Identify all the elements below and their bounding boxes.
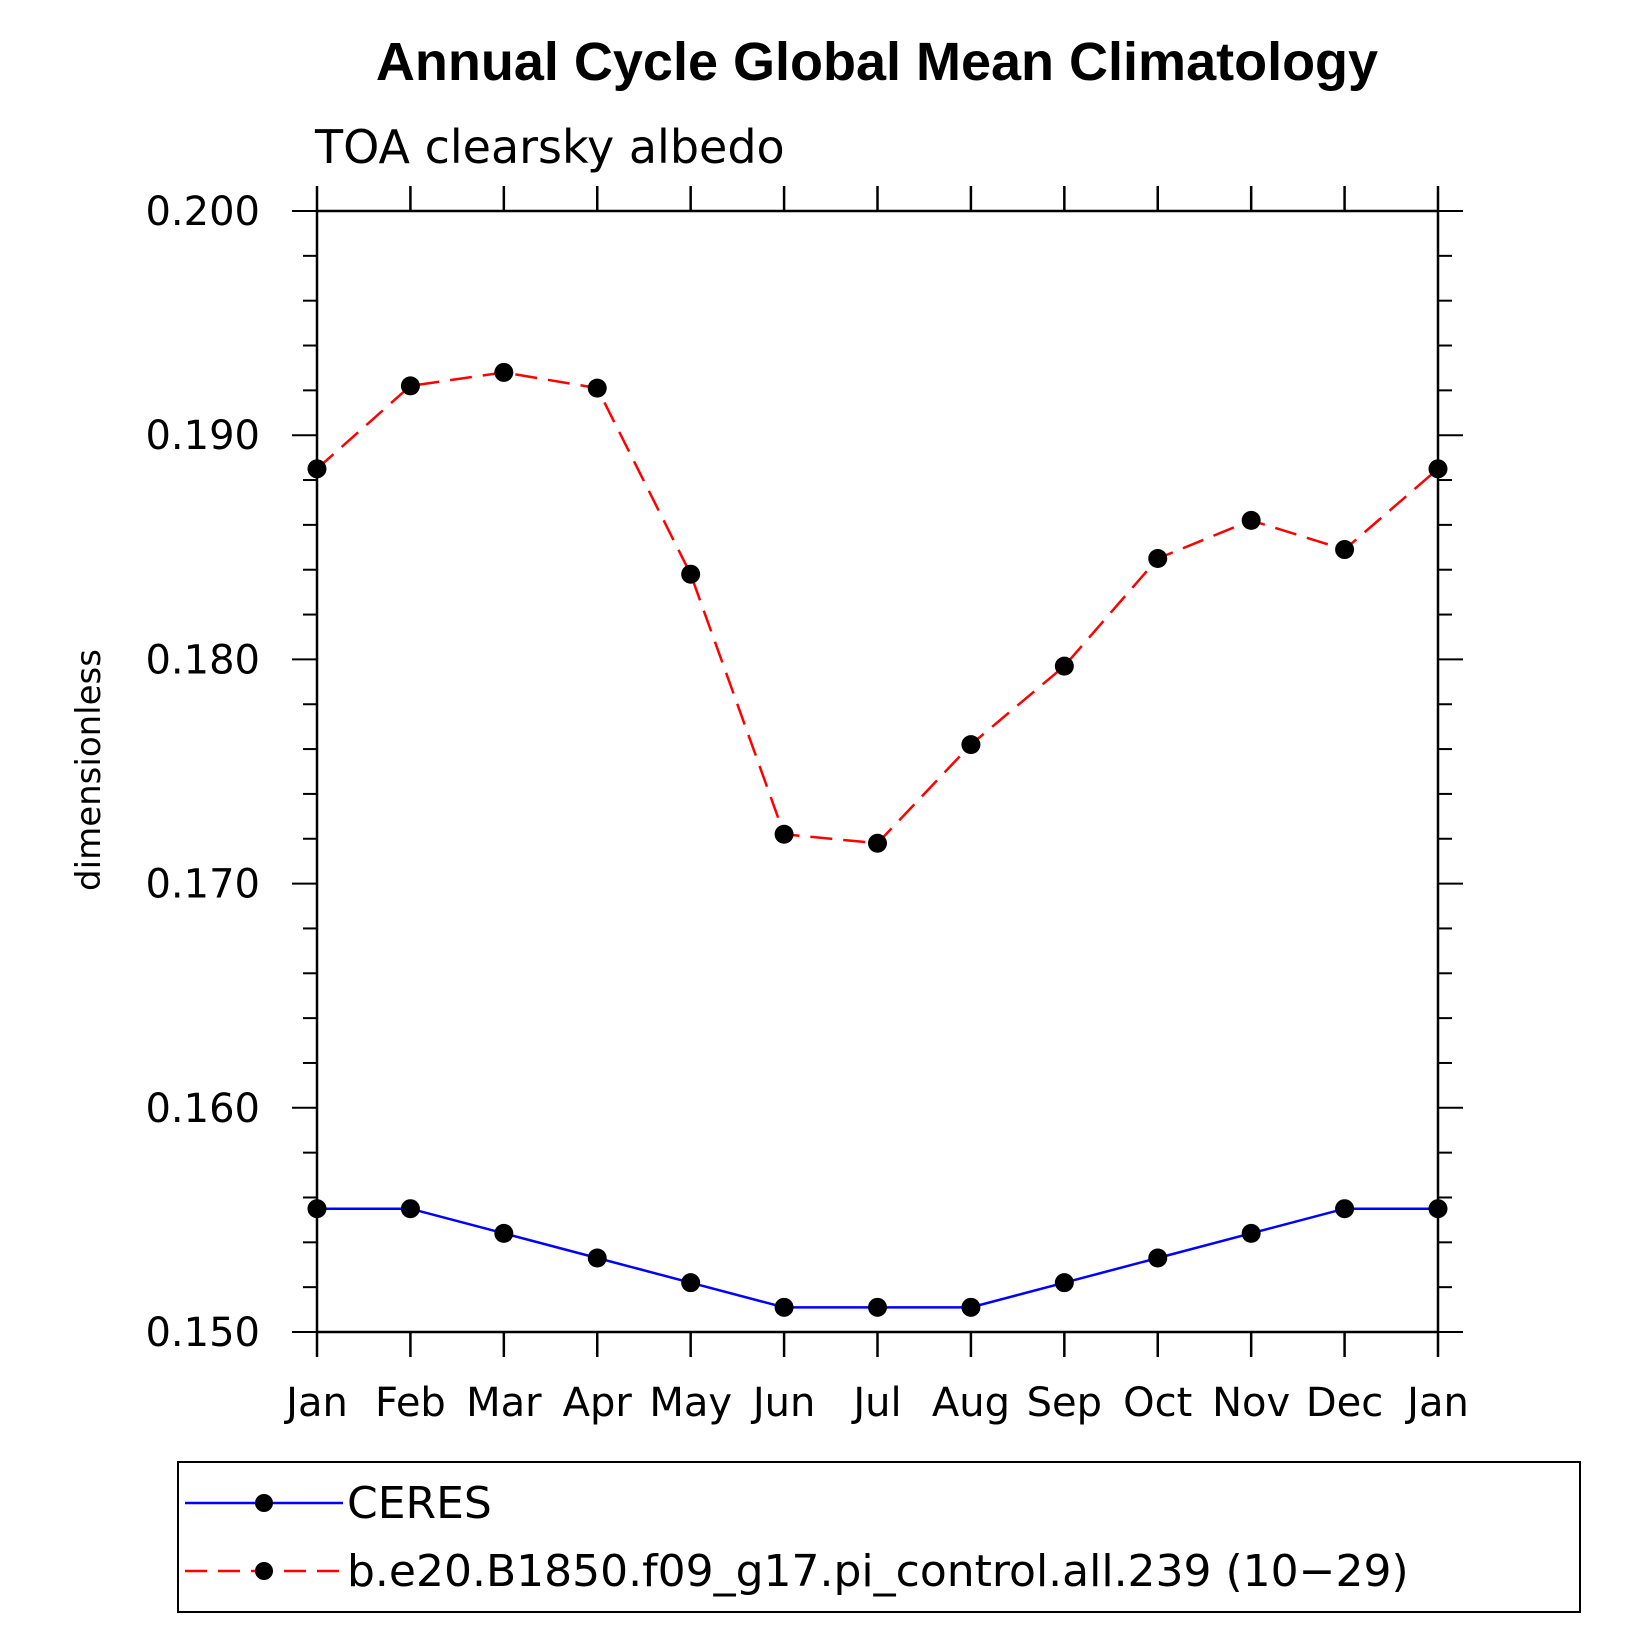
x-tick-label: Aug [932, 1380, 1010, 1426]
series-0-point [1335, 1199, 1355, 1219]
series-1-point [868, 833, 887, 853]
series-1-point [774, 824, 794, 844]
x-tick-label: Oct [1123, 1380, 1192, 1426]
series-1-point [494, 362, 514, 382]
legend-marker-ceres [255, 1494, 273, 1512]
x-tick-label: Jan [1404, 1380, 1469, 1426]
legend-box [177, 1461, 1581, 1613]
series-1-point [587, 378, 607, 398]
legend-marker-model [255, 1562, 273, 1580]
y-tick-label: 0.150 [145, 1310, 260, 1356]
y-tick-label: 0.200 [145, 189, 260, 235]
x-tick-label: Feb [375, 1380, 446, 1426]
plot-frame [315, 209, 1440, 1334]
legend: CERES b.e20.B1850.f09_g17.pi_control.all… [177, 1461, 1581, 1613]
series-1-point [400, 376, 420, 396]
x-tick-label: Jul [850, 1380, 901, 1426]
x-tick-label: Jun [750, 1380, 816, 1426]
series-0-point [1054, 1273, 1074, 1293]
series-line-1 [316, 371, 1439, 845]
y-tick-label: 0.180 [145, 637, 260, 683]
legend-label-ceres: CERES [347, 1478, 492, 1529]
x-tick-label: Dec [1306, 1380, 1383, 1426]
x-labels-layer: Jan Feb Mar Apr May Jun Jul Aug Sep Oct Nov Dec Jan [283, 1380, 1469, 1426]
legend-label-model: b.e20.B1850.f09_g17.pi_control.all.239 (… [347, 1546, 1409, 1597]
series-layer [307, 362, 1448, 1317]
series-0-point [868, 1297, 887, 1317]
chart-subtitle: TOA clearsky albedo [314, 120, 785, 174]
series-0-point [587, 1248, 607, 1268]
y-axis-label: dimensionless [69, 649, 109, 891]
y-tick-label: 0.170 [145, 862, 260, 908]
y-tick-label: 0.190 [145, 413, 260, 459]
series-0-point [494, 1223, 514, 1243]
series-1-point [1148, 549, 1168, 569]
series-0-point [1241, 1223, 1261, 1243]
x-tick-label: May [649, 1380, 732, 1426]
y-tick-label: 0.160 [145, 1086, 260, 1132]
x-tick-label: Mar [466, 1380, 542, 1426]
series-1-point [681, 564, 701, 584]
y-labels-layer: 0.150 0.160 0.170 0.180 0.190 0.200 [145, 189, 260, 1356]
x-tick-label: Jan [283, 1380, 348, 1426]
series-0-point [1428, 1199, 1448, 1219]
series-1-point [307, 459, 327, 479]
chart-title: Annual Cycle Global Mean Climatology [376, 32, 1378, 92]
series-0-point [681, 1273, 701, 1293]
series-0-point [1148, 1248, 1168, 1268]
series-line-0 [317, 1207, 1438, 1309]
series-1-point [1428, 459, 1448, 479]
series-1-point [1335, 540, 1355, 560]
series-1-point [1241, 510, 1261, 530]
series-1-point [1054, 656, 1074, 676]
series-0-point [961, 1297, 981, 1317]
x-tick-label: Nov [1212, 1380, 1290, 1426]
x-tick-label: Sep [1027, 1380, 1102, 1426]
series-0-point [400, 1199, 420, 1219]
series-0-point [774, 1297, 794, 1317]
x-tick-label: Apr [563, 1380, 633, 1426]
series-0-point [307, 1199, 327, 1219]
series-1-point [961, 735, 981, 755]
ticks-layer [292, 186, 1463, 1357]
